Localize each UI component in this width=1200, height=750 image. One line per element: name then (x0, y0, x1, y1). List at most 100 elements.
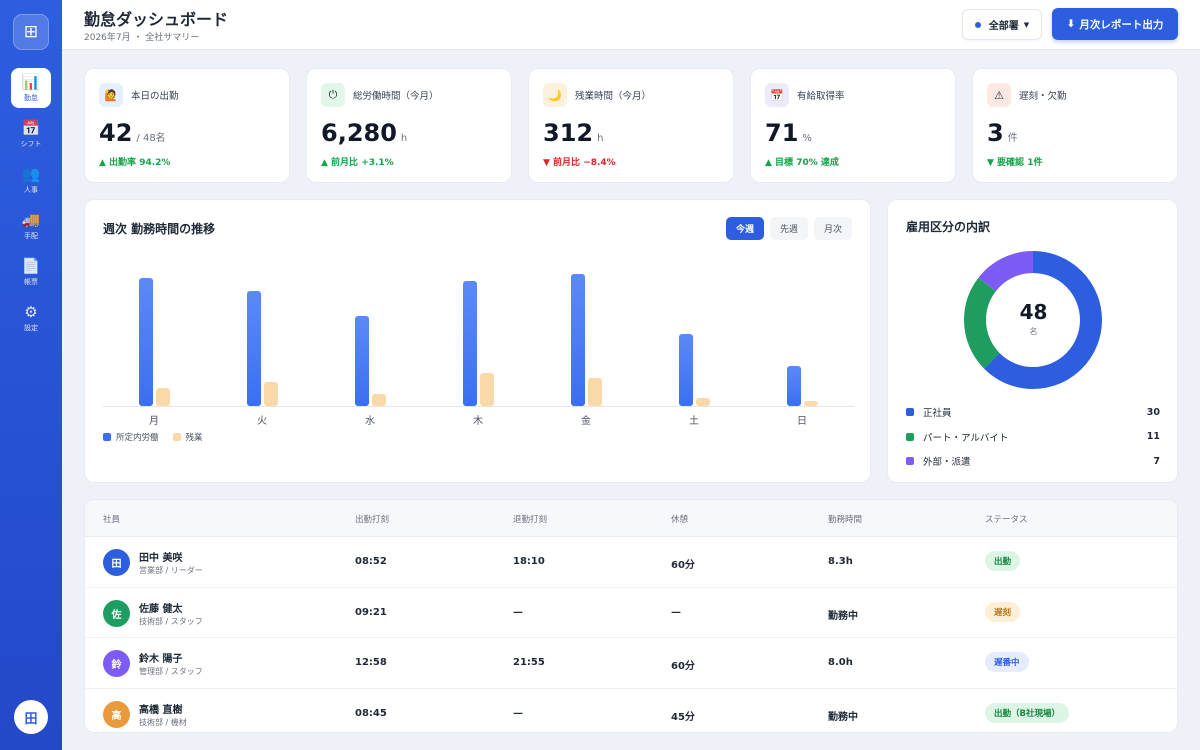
break-time-cell: — (671, 606, 681, 618)
sidebar-item-gear[interactable]: ⚙ 設定 (11, 298, 51, 338)
column-header: ステータス (985, 515, 1028, 525)
period-tabs: 今週 先週 月次 (725, 217, 852, 240)
x-tick-label: 日 (797, 416, 807, 427)
sidebar-item-bar-chart[interactable]: 📊 勤怠 (11, 68, 51, 108)
column-header: 退勤打刻 (513, 515, 548, 525)
tab-period[interactable]: 先週 (769, 217, 808, 240)
donut-total: 48 (1019, 300, 1048, 324)
sidebar-item-document[interactable]: 📄 帳票 (11, 252, 51, 292)
work-hours-cell: 8.0h (828, 657, 853, 668)
column-header: 勤務時間 (828, 515, 863, 525)
clock-in-cell: 09:21 (355, 606, 387, 618)
status-badge: 遅刻 (985, 601, 1021, 622)
document-icon: 📄 (21, 256, 41, 275)
column-header: 社員 (103, 515, 121, 525)
person-icon: 🙋 (99, 83, 123, 107)
sidebar-item-people[interactable]: 👥 人事 (11, 160, 51, 200)
donut-segment-1 (964, 251, 1102, 389)
bar-regular-6 (787, 366, 801, 406)
bar-overtime-4 (588, 378, 602, 406)
sidebar-item-label: 帳票 (24, 277, 38, 286)
people-icon: 👥 (21, 164, 41, 183)
employee-name: 田中 美咲 (139, 553, 183, 564)
table-row[interactable]: 鈴鈴木 陽子 管理部 / スタッフ 12:58 21:55 60分 8.0h 遅番中 (85, 638, 1177, 689)
bar-regular-0 (139, 278, 153, 406)
legend-label: パート・アルバイト (923, 432, 1009, 444)
work-hours-cell: 8.3h (828, 556, 853, 567)
sidebar: ⊞ 📊 勤怠 📅 シフト 👥 人事 🚚 手配 📄 帳票 ⚙ 設定 田 (0, 0, 62, 750)
page-header: 勤怠ダッシュボード 2026年7月 ・ 全社サマリー 全部署 ▼ ⬇ 月次レポー… (62, 0, 1200, 50)
tab-period[interactable]: 月次 (813, 217, 852, 240)
kpi-delta: ▲ 前月比 +3.1% (321, 158, 394, 168)
status-badge: 出勤 (985, 551, 1021, 571)
break-time-cell: 60分 (671, 661, 695, 672)
column-header: 休憩 (671, 515, 689, 525)
bar-overtime-1 (264, 382, 278, 406)
employee-avatar: 鈴 (103, 650, 130, 677)
kpi-value: 6,280 (321, 119, 397, 147)
legend-label: 所定内労働 (116, 433, 159, 443)
kpi-value: 312 (543, 119, 594, 147)
kpi-cards: 🙋 本日の出勤 42/ 48名 ▲ 出勤率 94.2% ⏻ 総労働時間（今月） 6,280 h… (84, 68, 1178, 183)
kpi-value-row: 42/ 48名 (99, 119, 275, 147)
bar-regular-4 (571, 274, 585, 406)
kpi-delta: ▼ 前月比 −8.4% (543, 158, 616, 168)
user-avatar[interactable]: 田 (14, 700, 48, 734)
clock-out-cell: — (513, 707, 523, 719)
legend-label: 正社員 (923, 408, 952, 420)
employee-name: 佐藤 健太 (139, 603, 183, 615)
kpi-title: 遅刻・欠勤 (1019, 91, 1067, 102)
bar-regular-5 (679, 334, 693, 406)
table-body: 田田中 美咲 営業部 / リーダー 08:52 18:10 60分 8.3h 出勤佐佐藤 健… (85, 537, 1177, 733)
bar-overtime-5 (696, 398, 710, 406)
table-row[interactable]: 田田中 美咲 営業部 / リーダー 08:52 18:10 60分 8.3h 出勤 (85, 537, 1177, 588)
kpi-card: 🙋 本日の出勤 42/ 48名 ▲ 出勤率 94.2% (84, 68, 290, 183)
kpi-header: ⚠ 遅刻・欠勤 (987, 83, 1163, 107)
x-tick-label: 木 (473, 415, 483, 427)
donut-legend-row: 正社員 30 (906, 400, 1160, 425)
kpi-header: 📅 有給取得率 (765, 83, 941, 107)
x-tick-label: 土 (689, 414, 699, 427)
legend-swatch (906, 408, 914, 417)
clock-in-cell: 12:58 (355, 657, 387, 668)
tab-period[interactable]: 今週 (725, 217, 764, 240)
kpi-unit: / 48名 (136, 133, 166, 144)
download-icon: ⬇ (1066, 18, 1076, 30)
employee-role: 技術部 / 機材 (139, 717, 187, 727)
employee-name: 鈴木 陽子 (139, 654, 183, 665)
legend-swatch (103, 433, 111, 441)
legend-swatch (906, 457, 914, 466)
x-tick-label: 金 (581, 414, 591, 427)
column-header: 出勤打刻 (355, 515, 390, 525)
sidebar-item-label: 設定 (24, 323, 38, 332)
monthly-report-button[interactable]: ⬇ 月次レポート出力 (1052, 8, 1178, 40)
employee-name: 高橋 直樹 (139, 704, 183, 716)
legend-value: 7 (1153, 455, 1160, 467)
warning-icon: ⚠ (987, 83, 1011, 107)
table-row[interactable]: 佐佐藤 健太 技術部 / スタッフ 09:21 — — 勤務中 遅刻 (85, 588, 1177, 638)
chart-title: 週次 勤務時間の推移 (103, 222, 216, 236)
department-select-label: 全部署 (988, 21, 1019, 32)
break-time-cell: 60分 (671, 560, 695, 571)
page-title: 勤怠ダッシュボード (84, 10, 229, 29)
app-logo-icon[interactable]: ⊞ (13, 14, 49, 50)
kpi-value: 3 (987, 119, 1004, 147)
truck-icon: 🚚 (21, 210, 41, 229)
x-tick-label: 火 (257, 415, 267, 427)
employee-role: 営業部 / リーダー (139, 566, 203, 575)
department-select[interactable]: 全部署 ▼ (962, 9, 1042, 40)
weekly-hours-chart: 月火水木金土日 (103, 274, 854, 427)
caret-down-icon: ▼ (1023, 20, 1030, 29)
table-row[interactable]: 高高橋 直樹 技術部 / 機材 08:45 — 45分 勤務中 出勤（B社現場） (85, 689, 1177, 733)
kpi-value-row: 71% (765, 119, 941, 147)
sidebar-nav: 📊 勤怠 📅 シフト 👥 人事 🚚 手配 📄 帳票 ⚙ 設定 (11, 68, 51, 338)
employment-donut-chart (964, 251, 1102, 389)
sidebar-item-calendar[interactable]: 📅 シフト (11, 114, 51, 154)
donut-legend-row: パート・アルバイト 11 (906, 425, 1160, 450)
clock-out-cell: — (513, 606, 523, 618)
employee-avatar: 佐 (103, 599, 130, 627)
status-badge: 出勤（B社現場） (985, 702, 1069, 723)
sidebar-item-truck[interactable]: 🚚 手配 (11, 206, 51, 246)
x-tick-label: 水 (365, 415, 375, 427)
